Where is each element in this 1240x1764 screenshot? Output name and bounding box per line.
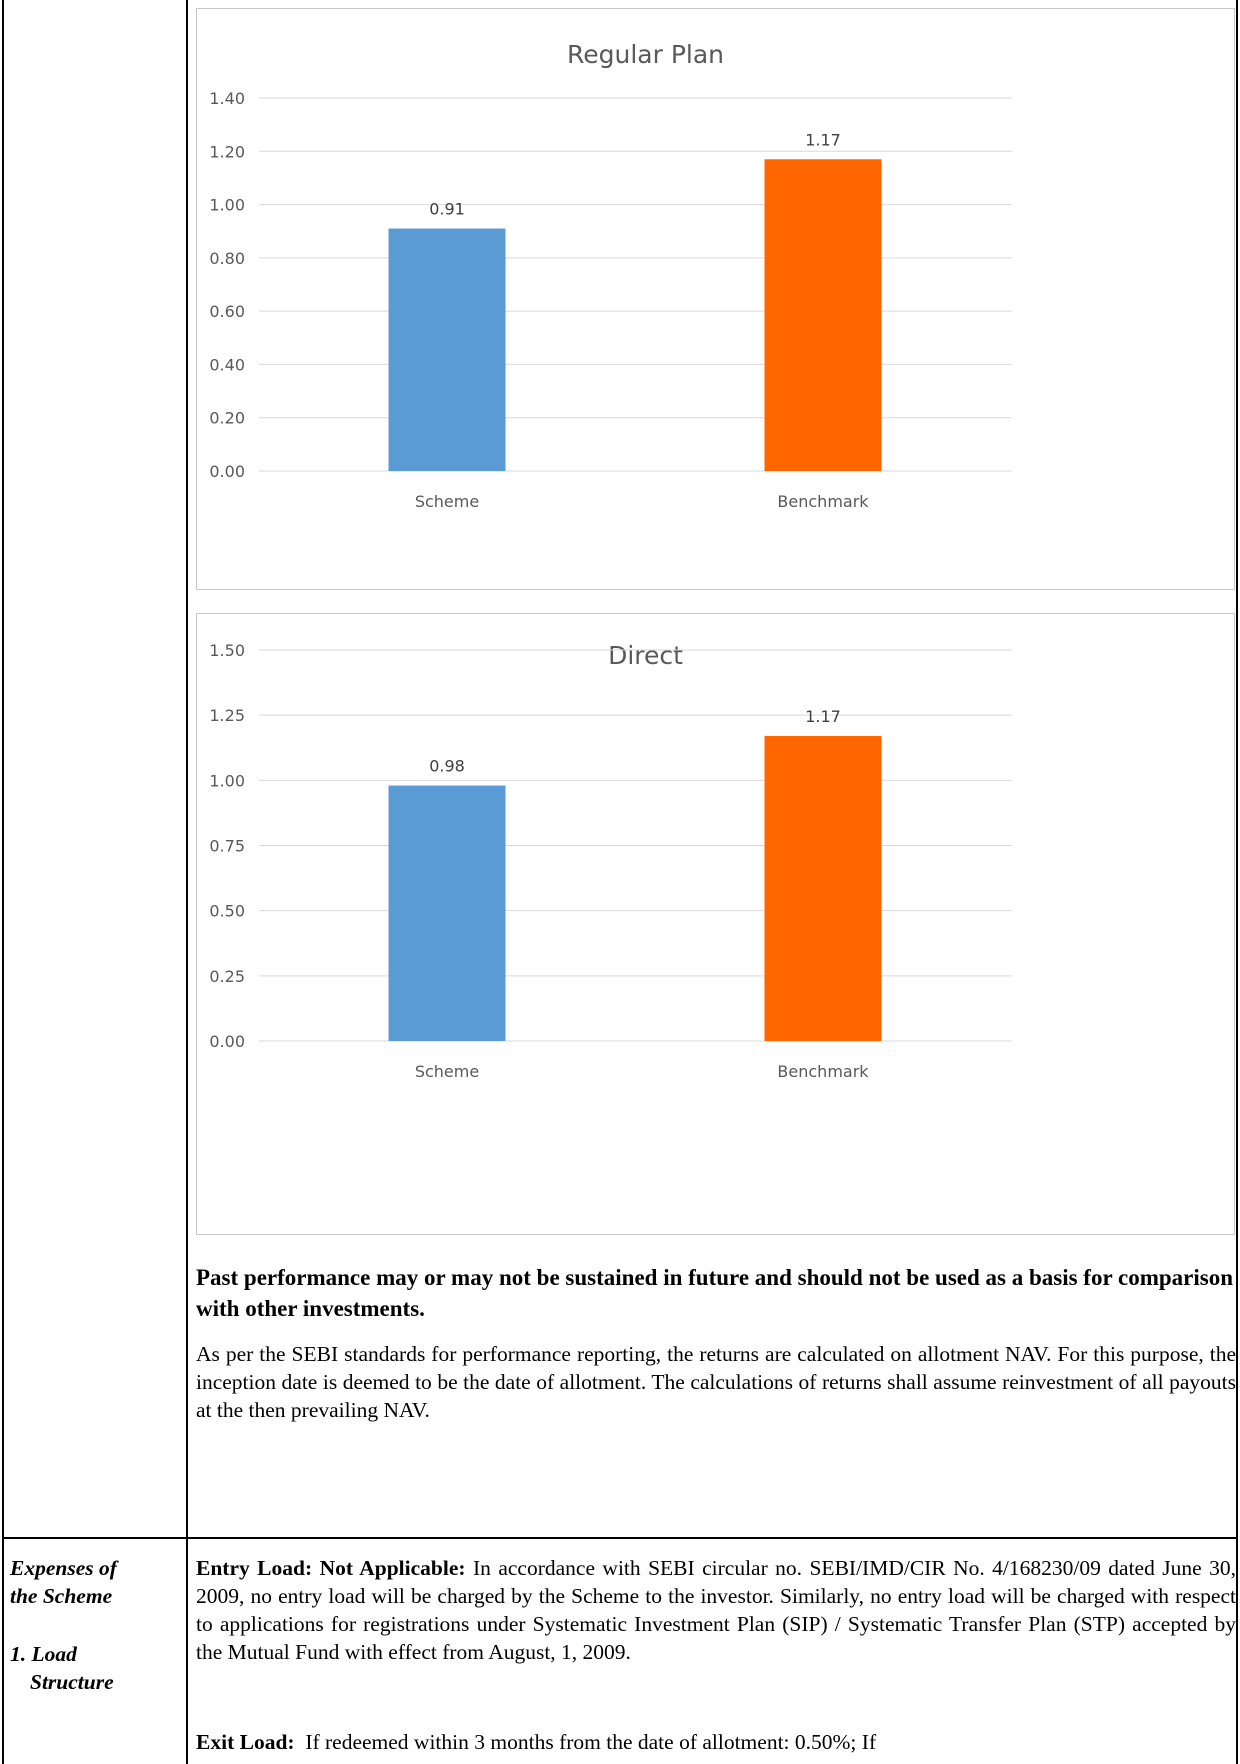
table-row-divider: [2, 1537, 1238, 1539]
y-tick-label: 0.60: [209, 302, 245, 321]
table-border-left: [2, 0, 4, 1764]
entry-load-text: In accordance with SEBI circular no. SEB…: [196, 1556, 1236, 1664]
sebi-performance-note: As per the SEBI standards for performanc…: [196, 1342, 1236, 1422]
y-tick-label: 1.40: [209, 89, 245, 108]
data-label: 1.17: [805, 130, 841, 149]
direct-plan-chart-svg: Direct 0.00 0.25 0.50 0.75 1.00 1.25 1.50 0.98 Sc…: [209, 641, 1012, 1081]
y-tick-label: 0.50: [209, 902, 245, 921]
entry-load-paragraph: Entry Load: Not Applicable: In accordanc…: [196, 1554, 1236, 1666]
bar-scheme: [388, 785, 506, 1041]
expenses-heading-line2: the Scheme: [10, 1584, 113, 1608]
y-tick-label: 0.00: [209, 1032, 245, 1051]
y-tick-label: 0.75: [209, 837, 245, 856]
y-tick-label: 1.20: [209, 142, 245, 161]
data-label: 0.91: [429, 200, 465, 219]
y-tick-label: 1.50: [209, 641, 245, 660]
data-label: 0.98: [429, 757, 465, 776]
y-tick-label: 0.00: [209, 462, 245, 481]
category-label: Benchmark: [777, 492, 869, 511]
bar-scheme: [388, 228, 506, 471]
performance-disclaimer: Past performance may or may not be susta…: [196, 1265, 1234, 1321]
direct-plan-chart: Direct 0.00 0.25 0.50 0.75 1.00 1.25 1.50 0.98 Sc…: [196, 613, 1235, 1235]
category-label: Scheme: [415, 1062, 479, 1081]
y-tick-label: 0.20: [209, 409, 245, 428]
category-label: Benchmark: [777, 1062, 869, 1081]
bar-benchmark: [764, 159, 882, 471]
category-label: Scheme: [415, 492, 479, 511]
expenses-heading-line1: Expenses of: [10, 1556, 117, 1580]
chart-title: Direct: [608, 641, 683, 670]
data-label: 1.17: [805, 707, 841, 726]
exit-load-paragraph: Exit Load: If redeemed within 3 months f…: [196, 1728, 1236, 1756]
y-tick-label: 0.25: [209, 967, 245, 986]
entry-load-label: Entry Load: Not Applicable:: [196, 1556, 466, 1580]
load-structure-line1: 1. Load: [10, 1642, 77, 1666]
chart-title: Regular Plan: [567, 40, 724, 69]
exit-load-label: Exit Load:: [196, 1730, 295, 1754]
load-structure-line2: Structure: [30, 1670, 114, 1694]
regular-plan-chart-svg: Regular Plan 0.00 0.20 0.40 0.60 0.80 1.00 1.20…: [209, 40, 1012, 511]
exit-load-text: If redeemed within 3 months from the dat…: [294, 1730, 877, 1754]
bar-benchmark: [764, 736, 882, 1041]
y-tick-label: 0.40: [209, 355, 245, 374]
y-tick-label: 1.00: [209, 771, 245, 790]
table-border-right: [1236, 0, 1238, 1764]
y-tick-label: 1.25: [209, 706, 245, 725]
y-tick-label: 0.80: [209, 249, 245, 268]
y-tick-label: 1.00: [209, 196, 245, 215]
table-divider: [186, 0, 188, 1764]
regular-plan-chart: Regular Plan 0.00 0.20 0.40 0.60 0.80 1.00 1.20…: [196, 8, 1235, 590]
